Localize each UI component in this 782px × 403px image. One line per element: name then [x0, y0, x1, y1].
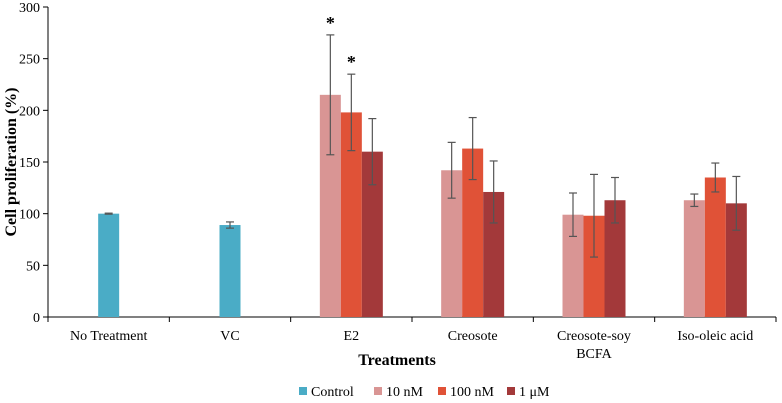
bar: [683, 200, 705, 317]
bar: [441, 170, 463, 317]
bar: [361, 151, 383, 317]
bar: [562, 214, 584, 317]
x-tick-label: Creosote-soy: [557, 329, 631, 344]
legend-swatch: [438, 387, 446, 395]
bar: [98, 213, 120, 317]
bar: [725, 203, 747, 317]
legend-swatch: [299, 387, 307, 395]
legend-label: 100 nM: [450, 385, 495, 400]
y-tick-label: 200: [19, 104, 40, 119]
plot-area: 0 50 100 150 200 250 300 No Treatment VC E2 Creoso…: [19, 1, 777, 362]
significance-marker: *: [326, 13, 335, 33]
error-bar: [711, 162, 720, 193]
error-bar: [590, 173, 598, 258]
error-bar: [468, 116, 477, 181]
bar: [319, 94, 341, 317]
legend-label: 10 nM: [386, 385, 424, 400]
legend-item: 1 μM: [507, 385, 550, 400]
bar: [219, 225, 241, 317]
error-bar: [489, 160, 498, 224]
x-tick-label: Creosote: [448, 329, 498, 344]
bar: [583, 215, 605, 317]
error-bar: [690, 193, 699, 208]
significance-marker: *: [347, 52, 356, 72]
x-tick-label: Iso-oleic acid: [677, 329, 753, 344]
legend-label: 1 μM: [519, 385, 550, 400]
x-tick-label: VC: [220, 329, 239, 344]
legend-item: 100 nM: [438, 385, 495, 400]
legend-label: Control: [311, 385, 354, 400]
y-tick-label: 100: [19, 208, 40, 223]
x-tick-label: E2: [344, 329, 360, 344]
y-tick-label: 250: [19, 53, 40, 68]
y-tick-label: 50: [26, 259, 40, 274]
legend-item: 10 nM: [374, 385, 424, 400]
legend-swatch: [374, 387, 382, 395]
legend: Control 10 nM 100 nM 1 μM: [299, 385, 550, 400]
x-axis-title: Treatments: [358, 352, 436, 369]
error-bar: [368, 117, 377, 186]
y-axis-title: Cell proliferation (%): [3, 87, 20, 236]
bar: [340, 112, 362, 318]
error-bar: [326, 34, 335, 156]
error-bar: [104, 212, 113, 215]
y-tick-label: 300: [19, 1, 40, 16]
error-bar: [611, 176, 619, 224]
error-bar: [732, 175, 741, 231]
y-tick-label: 0: [33, 311, 40, 326]
y-tick-label: 150: [19, 156, 40, 171]
bar: [604, 200, 626, 317]
bar: [704, 177, 726, 317]
x-tick-label: BCFA: [576, 347, 612, 362]
x-tick-label: No Treatment: [70, 329, 148, 344]
bar: [483, 191, 505, 317]
bar: [462, 148, 484, 317]
error-bar: [447, 141, 456, 199]
error-bar: [569, 192, 577, 237]
error-bar: [347, 73, 356, 152]
error-bar: [226, 221, 234, 229]
legend-swatch: [507, 387, 515, 395]
legend-item: Control: [299, 385, 354, 400]
